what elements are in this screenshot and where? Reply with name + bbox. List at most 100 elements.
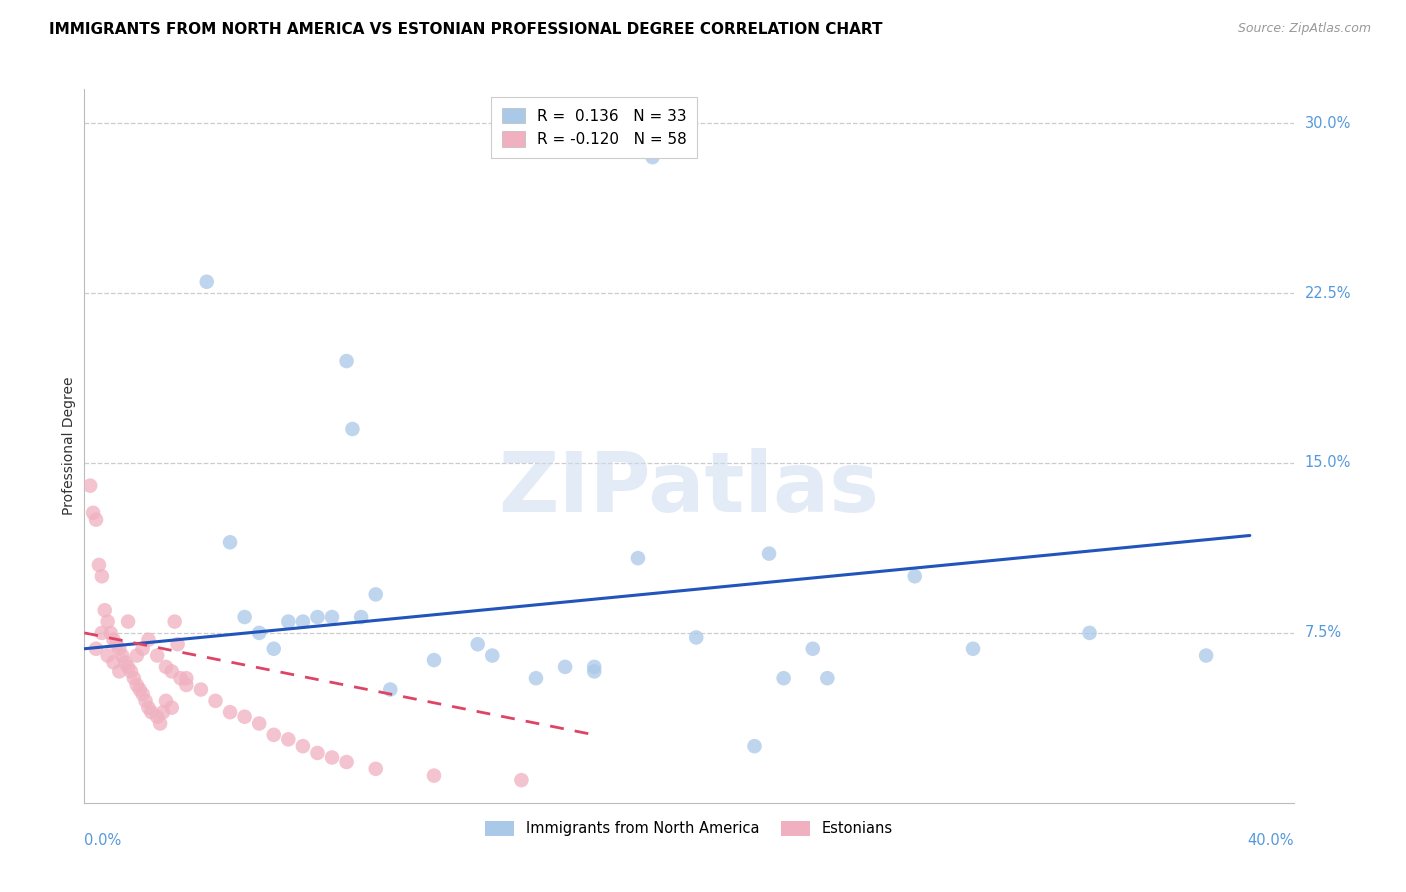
Point	[90, 626, 112, 640]
Legend: Immigrants from North America, Estonians: Immigrants from North America, Estonians	[479, 814, 898, 842]
Point	[166, 637, 188, 651]
Point	[87, 558, 110, 572]
Point	[204, 694, 226, 708]
Point	[277, 732, 299, 747]
Text: 22.5%: 22.5%	[1305, 285, 1351, 301]
Point	[233, 709, 256, 723]
Point	[219, 705, 242, 719]
Point	[97, 615, 120, 629]
Point	[122, 671, 145, 685]
Point	[82, 506, 104, 520]
Point	[641, 150, 664, 164]
Point	[138, 700, 160, 714]
Point	[190, 682, 212, 697]
Point	[801, 641, 824, 656]
Point	[160, 700, 183, 714]
Point	[155, 660, 177, 674]
Point	[510, 773, 533, 788]
Point	[103, 656, 125, 670]
Point	[554, 660, 576, 674]
Point	[125, 678, 148, 692]
Point	[583, 665, 606, 679]
Point	[108, 641, 131, 656]
Point	[195, 275, 218, 289]
Point	[146, 648, 169, 663]
Point	[758, 547, 780, 561]
Point	[152, 705, 174, 719]
Point	[815, 671, 838, 685]
Text: IMMIGRANTS FROM NORTH AMERICA VS ESTONIAN PROFESSIONAL DEGREE CORRELATION CHART: IMMIGRANTS FROM NORTH AMERICA VS ESTONIA…	[49, 22, 883, 37]
Point	[321, 750, 343, 764]
Point	[176, 678, 198, 692]
Point	[524, 671, 547, 685]
Point	[423, 653, 446, 667]
Point	[744, 739, 766, 754]
Point	[342, 422, 364, 436]
Text: 30.0%: 30.0%	[1305, 116, 1351, 131]
Point	[90, 569, 112, 583]
Point	[772, 671, 794, 685]
Point	[128, 682, 150, 697]
Text: 0.0%: 0.0%	[84, 833, 121, 848]
Point	[336, 354, 359, 368]
Point	[120, 665, 142, 679]
Point	[1195, 648, 1218, 663]
Point	[100, 626, 122, 640]
Y-axis label: Professional Degree: Professional Degree	[62, 376, 76, 516]
Point	[685, 631, 707, 645]
Point	[364, 762, 387, 776]
Text: ZIPatlas: ZIPatlas	[499, 449, 879, 529]
Point	[117, 660, 139, 674]
Point	[117, 615, 139, 629]
Point	[583, 660, 606, 674]
Point	[277, 615, 299, 629]
Point	[962, 641, 984, 656]
Point	[125, 648, 148, 663]
Point	[135, 694, 157, 708]
Point	[307, 746, 329, 760]
Point	[105, 637, 128, 651]
Point	[79, 478, 101, 492]
Point	[423, 769, 446, 783]
Point	[321, 610, 343, 624]
Point	[219, 535, 242, 549]
Text: 15.0%: 15.0%	[1305, 456, 1351, 470]
Point	[141, 705, 163, 719]
Point	[350, 610, 373, 624]
Point	[111, 648, 134, 663]
Point	[247, 626, 270, 640]
Point	[233, 610, 256, 624]
Point	[627, 551, 650, 566]
Point	[467, 637, 489, 651]
Point	[263, 728, 285, 742]
Point	[169, 671, 191, 685]
Point	[481, 648, 503, 663]
Point	[94, 603, 117, 617]
Point	[307, 610, 329, 624]
Point	[160, 665, 183, 679]
Point	[131, 641, 153, 656]
Point	[263, 641, 285, 656]
Point	[291, 615, 314, 629]
Point	[84, 513, 107, 527]
Point	[103, 632, 125, 647]
Text: Source: ZipAtlas.com: Source: ZipAtlas.com	[1237, 22, 1371, 36]
Point	[247, 716, 270, 731]
Point	[163, 615, 186, 629]
Point	[176, 671, 198, 685]
Point	[904, 569, 927, 583]
Point	[149, 716, 172, 731]
Point	[84, 641, 107, 656]
Point	[1078, 626, 1101, 640]
Point	[155, 694, 177, 708]
Point	[138, 632, 160, 647]
Point	[146, 709, 169, 723]
Point	[131, 687, 153, 701]
Point	[97, 648, 120, 663]
Point	[114, 656, 136, 670]
Point	[291, 739, 314, 754]
Point	[336, 755, 359, 769]
Point	[364, 587, 387, 601]
Point	[380, 682, 402, 697]
Point	[108, 665, 131, 679]
